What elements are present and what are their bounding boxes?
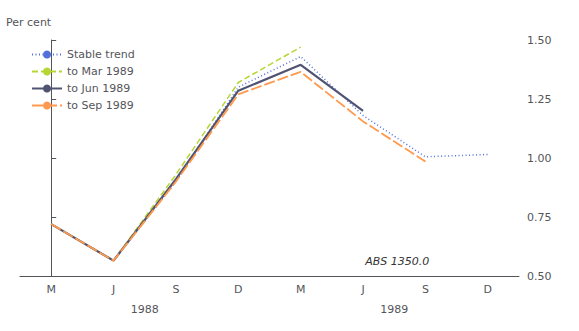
- svg-text:ABS 1350.0: ABS 1350.0: [364, 255, 429, 268]
- svg-text:J: J: [360, 283, 364, 296]
- svg-text:M: M: [296, 283, 306, 296]
- svg-text:1.00: 1.00: [527, 152, 552, 165]
- svg-text:S: S: [172, 283, 179, 296]
- svg-text:Per cent: Per cent: [6, 16, 52, 29]
- svg-text:1988: 1988: [131, 303, 159, 316]
- svg-text:to Mar 1989: to Mar 1989: [67, 65, 134, 78]
- svg-text:1989: 1989: [380, 303, 408, 316]
- svg-text:to Sep 1989: to Sep 1989: [67, 99, 134, 112]
- svg-text:J: J: [111, 283, 115, 296]
- svg-text:M: M: [46, 283, 56, 296]
- svg-text:D: D: [234, 283, 242, 296]
- svg-text:0.50: 0.50: [527, 270, 552, 283]
- svg-text:S: S: [422, 283, 429, 296]
- svg-text:0.75: 0.75: [527, 211, 552, 224]
- svg-text:1.50: 1.50: [527, 34, 552, 47]
- svg-text:to Jun 1989: to Jun 1989: [67, 82, 130, 95]
- svg-text:Stable trend: Stable trend: [67, 48, 135, 61]
- svg-text:D: D: [484, 283, 492, 296]
- svg-text:1.25: 1.25: [527, 93, 552, 106]
